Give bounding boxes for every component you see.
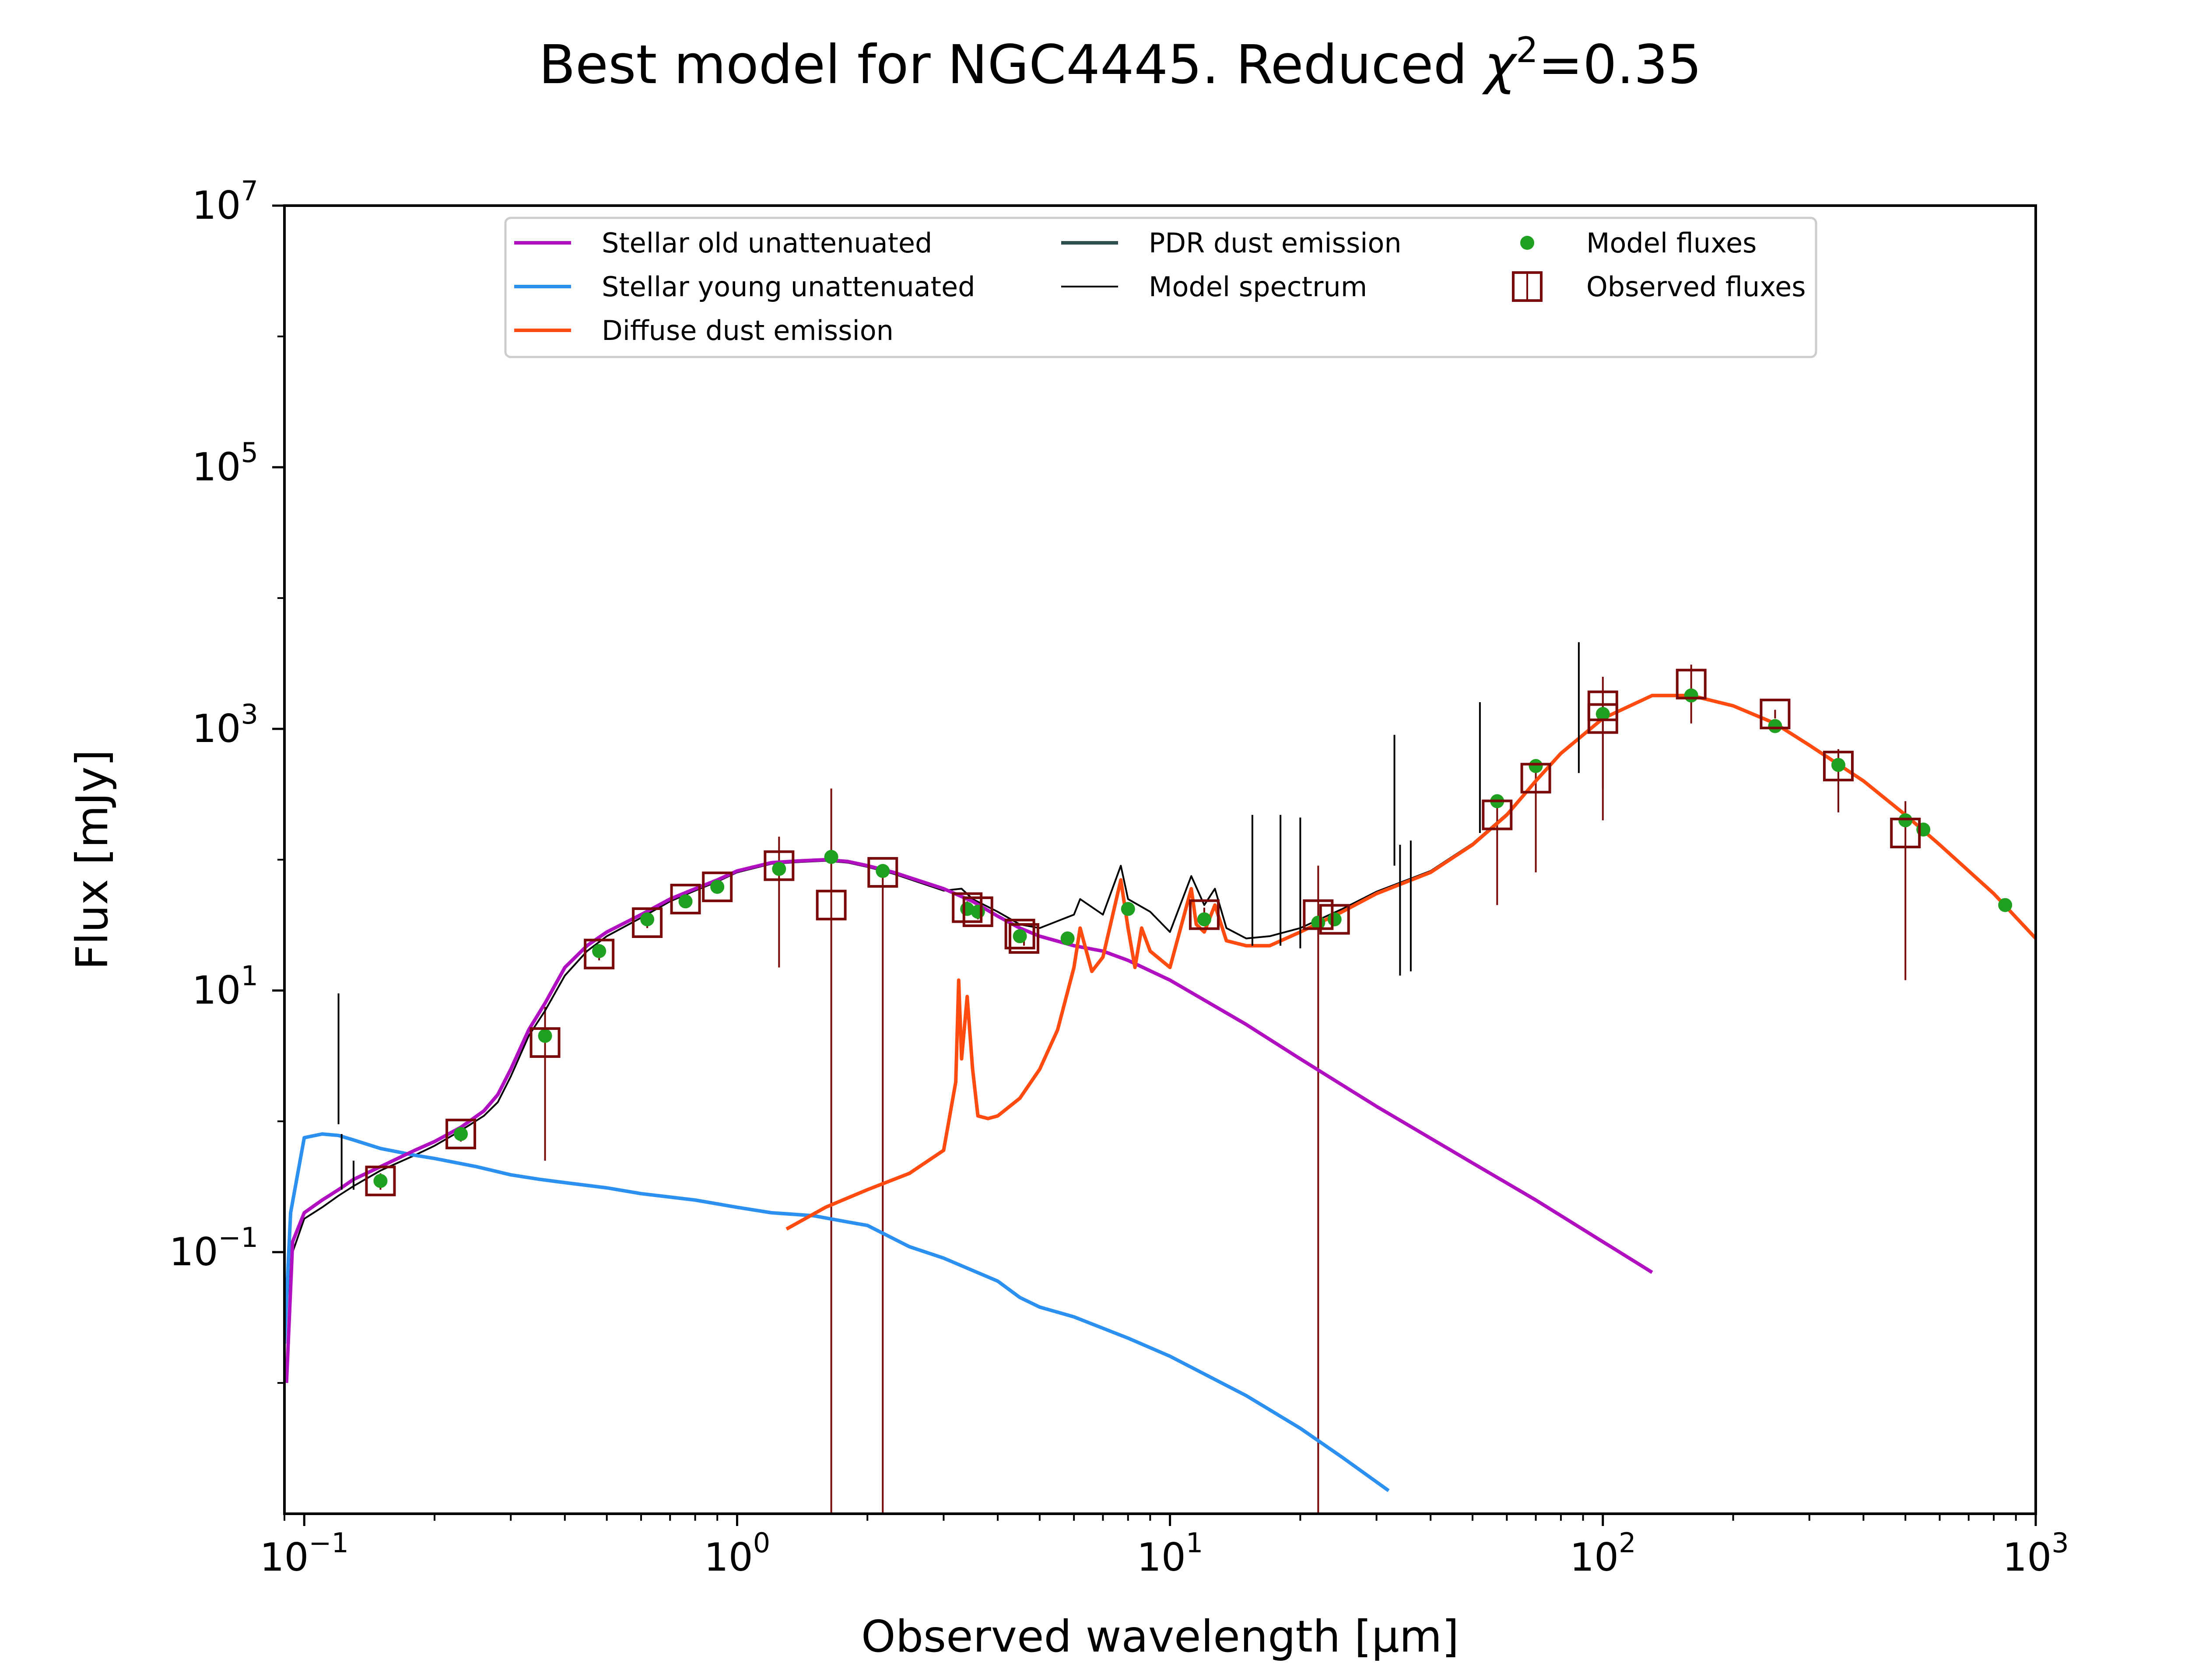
- y-tick-label: 107: [192, 175, 258, 228]
- model-flux-point: [1595, 707, 1610, 721]
- series-line-stellar-young: [284, 1132, 1390, 1492]
- legend-label: Model spectrum: [1149, 271, 1367, 303]
- model-flux-point: [876, 864, 890, 878]
- model-flux-point: [1684, 688, 1698, 703]
- legend-box: [504, 217, 1817, 358]
- model-flux-points: [373, 688, 2013, 1188]
- model-flux-point: [454, 1127, 468, 1141]
- observed-flux-box: [1520, 763, 1551, 794]
- observed-flux-box: [816, 889, 847, 920]
- observed-flux-box: [529, 1027, 561, 1058]
- y-tick-label: 10−1: [169, 1222, 258, 1274]
- observed-flux-boxes: [365, 668, 1921, 1197]
- emission-lines: [337, 642, 1580, 1190]
- model-flux-point: [824, 850, 838, 864]
- observed-flux-box: [1004, 919, 1035, 950]
- observed-flux-box: [764, 850, 795, 881]
- legend-entry-stellar-young: Stellar young unattenuated: [514, 271, 975, 303]
- model-flux-point: [1121, 902, 1135, 916]
- legend-entry-stellar-old: Stellar old unattenuated: [514, 227, 932, 259]
- observed-flux-box: [445, 1118, 477, 1149]
- model-flux-point: [971, 904, 985, 919]
- x-tick-label: 100: [704, 1527, 770, 1580]
- model-flux-point: [1327, 912, 1342, 927]
- legend-entry-pdr-dust: PDR dust emission: [1061, 227, 1402, 259]
- observed-flux-box: [1009, 923, 1040, 954]
- legend-swatch: [1520, 236, 1534, 250]
- y-axis: 10−1 101 103 105 107: [169, 175, 284, 1384]
- legend-label: Diffuse dust emission: [602, 315, 894, 346]
- legend-label: Model fluxes: [1586, 227, 1757, 259]
- legend-label: Stellar old unattenuated: [602, 227, 932, 259]
- observed-flux-box: [670, 884, 701, 915]
- x-tick-label: 10−1: [260, 1527, 349, 1580]
- legend-entry-diffuse-dust: Diffuse dust emission: [514, 315, 894, 346]
- x-tick-label: 101: [1137, 1527, 1203, 1580]
- model-flux-point: [1768, 719, 1782, 733]
- x-axis: 10−1 100 101 102 103: [260, 1514, 2069, 1580]
- model-flux-point: [678, 894, 693, 909]
- y-tick-label: 101: [192, 960, 258, 1013]
- legend-swatch: [1512, 271, 1543, 302]
- observed-flux-box: [1760, 698, 1791, 729]
- x-tick-label: 103: [2002, 1527, 2069, 1580]
- legend-entry-observed-fluxes: Observed fluxes: [1512, 271, 1806, 303]
- model-flux-point: [1898, 813, 1913, 827]
- y-tick-label: 103: [192, 698, 258, 751]
- observed-flux-box: [952, 892, 983, 923]
- model-flux-point: [592, 944, 607, 958]
- model-flux-point: [710, 880, 725, 894]
- observed-flux-box: [1319, 904, 1350, 935]
- y-axis-label: Flux [mJy]: [67, 749, 118, 970]
- observed-flux-box: [1482, 799, 1513, 830]
- x-tick-label: 102: [1570, 1527, 1636, 1580]
- legend-label: Stellar young unattenuated: [602, 271, 975, 303]
- legend-entry-model-spectrum: Model spectrum: [1061, 271, 1367, 303]
- observed-flux-box: [1587, 690, 1618, 721]
- series-line-diffuse-dust: [785, 693, 2036, 1231]
- legend: Stellar old unattenuated Stellar young un…: [504, 217, 1817, 358]
- observed-flux-box: [962, 896, 993, 927]
- model-flux-point: [1529, 759, 1543, 773]
- legend-label: Observed fluxes: [1586, 271, 1806, 303]
- observed-flux-box: [867, 857, 898, 888]
- model-flux-point: [1197, 912, 1211, 927]
- observed-flux-box: [1676, 668, 1707, 700]
- model-flux-point: [1060, 931, 1075, 946]
- model-flux-point: [1831, 758, 1845, 772]
- legend-label: PDR dust emission: [1149, 227, 1402, 259]
- model-flux-point: [1013, 929, 1027, 943]
- observed-flux-box: [1890, 817, 1921, 848]
- observed-flux-box: [1303, 899, 1334, 930]
- model-flux-point: [772, 862, 786, 876]
- observed-flux-box: [702, 872, 733, 903]
- series-lines: [284, 693, 2036, 1492]
- model-flux-point: [640, 912, 655, 927]
- observed-flux-box: [1823, 750, 1854, 781]
- model-flux-point: [538, 1029, 552, 1043]
- observed-flux-box: [632, 907, 663, 938]
- chart-title: Best model for NGC4445. Reduced χ2=0.35: [539, 30, 1702, 96]
- x-axis-label: Observed wavelength [μm]: [861, 1611, 1459, 1662]
- y-tick-label: 105: [192, 437, 258, 490]
- observed-flux-box: [584, 938, 615, 970]
- model-flux-point: [373, 1174, 388, 1188]
- model-flux-point: [1998, 898, 2013, 912]
- observed-flux-box: [365, 1166, 396, 1197]
- legend-entry-model-fluxes: Model fluxes: [1520, 227, 1757, 259]
- series-line-stellar-old: [284, 858, 1653, 1383]
- plot-area: [284, 642, 2036, 1514]
- observed-flux-box: [1189, 899, 1220, 930]
